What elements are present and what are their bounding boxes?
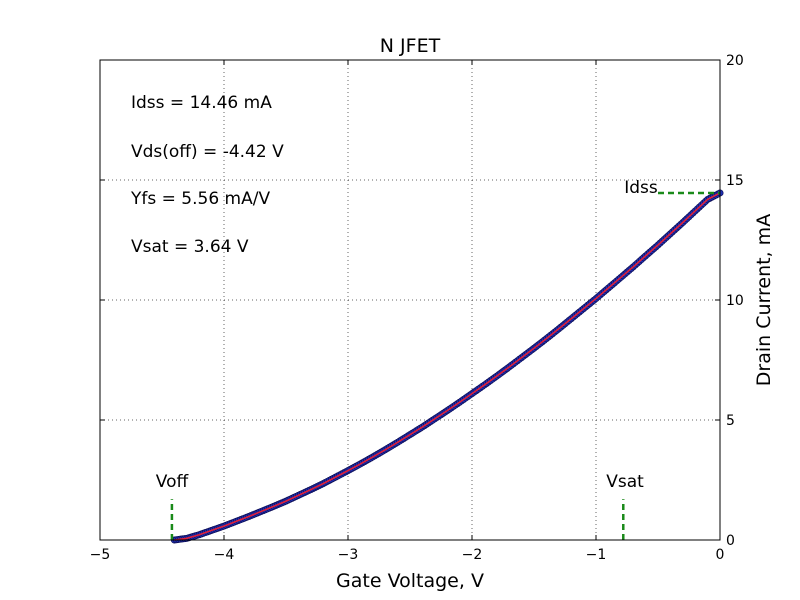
y-tick-label: 5 [726, 413, 735, 429]
stat-yfs: Yfs = 5.56 mA/V [130, 189, 270, 209]
data-series [170, 189, 724, 544]
axis-ticks: −5 −4 −3 −2 −1 00 5 10 15 20 [90, 53, 744, 563]
y-tick-label: 10 [726, 293, 744, 309]
x-tick-label: −3 [338, 547, 359, 563]
annotations [170, 191, 720, 540]
y-tick-label: 0 [726, 533, 735, 549]
y-tick-label: 15 [726, 173, 744, 189]
y-axis-label: Drain Current, mA [753, 214, 775, 386]
x-tick-label: −2 [462, 547, 483, 563]
stat-idss: Idss = 14.46 mA [131, 93, 272, 113]
stat-vsat: Vsat = 3.64 V [131, 237, 249, 257]
x-tick-label: −4 [214, 547, 235, 563]
marker-label-vsat: Vsat [606, 472, 644, 492]
x-tick-label: −5 [90, 547, 111, 563]
y-tick-label: 20 [726, 53, 744, 69]
marker-label-voff: Voff [156, 472, 190, 492]
chart-title: N JFET [380, 35, 441, 57]
fit-line [174, 192, 721, 541]
stat-vds-off: Vds(off) = -4.42 V [131, 142, 284, 162]
marker-label-idss: Idss [624, 178, 658, 198]
x-tick-label: 0 [716, 547, 725, 563]
x-tick-label: −1 [586, 547, 607, 563]
x-axis-label: Gate Voltage, V [336, 570, 484, 592]
